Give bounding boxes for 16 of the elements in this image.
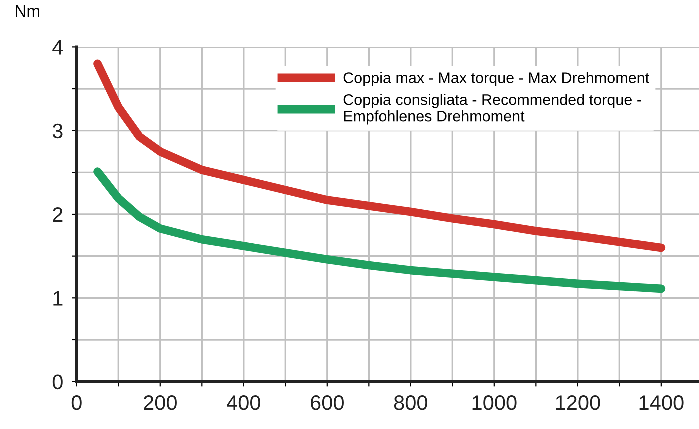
y-axis-title: Nm <box>16 5 40 17</box>
x-tick-label: 200 <box>144 396 177 410</box>
y-tick-label: 1 <box>54 291 63 306</box>
x-tick-label: 1400 <box>640 396 684 410</box>
y-tick-label: 4 <box>52 40 64 55</box>
legend-label: Coppia max - Max torque - Max Drehmoment <box>344 72 650 86</box>
x-tick-label: 400 <box>227 396 260 410</box>
legend-label: Coppia consigliata - Recommended torque - Empfohlenes Drehmoment <box>344 94 642 125</box>
y-tick-label: 3 <box>52 124 63 139</box>
y-tick-label: 0 <box>52 374 63 390</box>
x-tick-label: 600 <box>311 396 344 410</box>
x-tick-label: 1000 <box>472 396 517 410</box>
y-tick-label: 2 <box>53 208 63 222</box>
x-tick-label: 800 <box>394 396 428 410</box>
x-tick-label: 1200 <box>556 396 600 410</box>
x-tick-label: 0 <box>72 396 82 410</box>
